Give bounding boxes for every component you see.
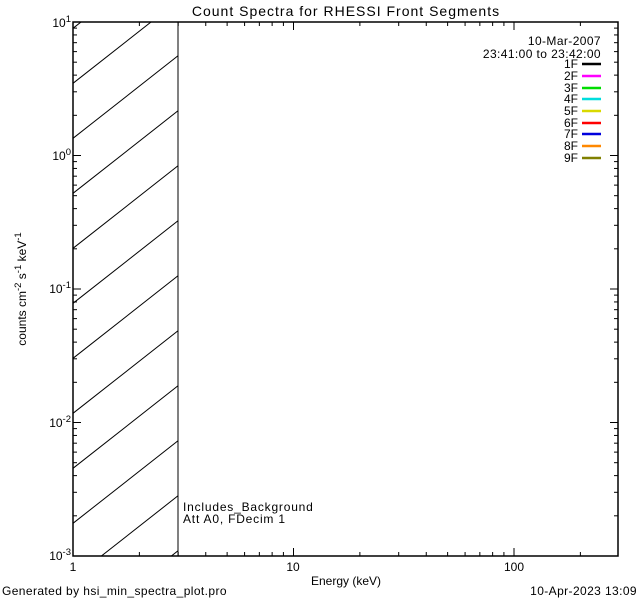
hatch-line bbox=[73, 275, 178, 359]
legend-label-9f: 9F bbox=[564, 151, 578, 165]
attenuator-note: Att A0, FDecim 1 bbox=[183, 512, 286, 526]
legend: 1F 2F 3F 4F 5F 6F 7F 8F 9F bbox=[564, 57, 601, 165]
legend-label-2f: 2F bbox=[564, 69, 578, 83]
plot-title: Count Spectra for RHESSI Front Segments bbox=[192, 3, 500, 19]
background-note: Includes_Background bbox=[183, 500, 314, 514]
footer-generator: Generated by hsi_min_spectra_plot.pro bbox=[2, 584, 227, 598]
x-tick-label: 10 bbox=[286, 560, 300, 574]
y-tick-label: 10-2 bbox=[49, 414, 71, 430]
hatch-line bbox=[73, 22, 82, 29]
legend-label-8f: 8F bbox=[564, 139, 578, 153]
y-tick-label: 10-1 bbox=[49, 280, 71, 296]
plot-frame bbox=[72, 21, 619, 557]
hatch-line bbox=[73, 330, 178, 414]
x-axis-tick-labels: 1 10 100 bbox=[70, 560, 525, 574]
legend-label-1f: 1F bbox=[564, 57, 578, 71]
y-tick-label: 10-3 bbox=[49, 547, 71, 563]
legend-label-5f: 5F bbox=[564, 104, 578, 118]
hatch-line bbox=[73, 220, 178, 304]
hatch-line bbox=[100, 495, 178, 556]
legend-label-3f: 3F bbox=[564, 81, 578, 95]
x-tick-label: 100 bbox=[504, 560, 524, 574]
hatch-line bbox=[73, 165, 178, 249]
legend-label-4f: 4F bbox=[564, 92, 578, 106]
axis-ticks bbox=[72, 21, 618, 557]
hatch-line bbox=[73, 385, 178, 469]
legend-label-7f: 7F bbox=[564, 127, 578, 141]
hatch-line bbox=[73, 440, 178, 524]
x-tick-label: 1 bbox=[70, 560, 77, 574]
hatch-line bbox=[73, 110, 178, 194]
observation-date: 10-Mar-2007 bbox=[528, 34, 601, 48]
y-axis-title: counts cm-2 s-1 keV-1 bbox=[13, 232, 29, 345]
hatched-region bbox=[73, 22, 178, 556]
x-axis-title: Energy (keV) bbox=[311, 574, 381, 588]
y-tick-label: 100 bbox=[52, 147, 71, 163]
y-axis-tick-labels: 101 100 10-1 10-2 10-3 bbox=[49, 14, 71, 563]
hatch-line bbox=[73, 55, 178, 139]
observation-time-range: 23:41:00 to 23:42:00 bbox=[483, 47, 601, 61]
legend-label-6f: 6F bbox=[564, 116, 578, 130]
footer-timestamp: 10-Apr-2023 13:09 bbox=[530, 584, 637, 598]
hatch-line bbox=[73, 22, 152, 84]
y-tick-label: 101 bbox=[52, 14, 71, 30]
